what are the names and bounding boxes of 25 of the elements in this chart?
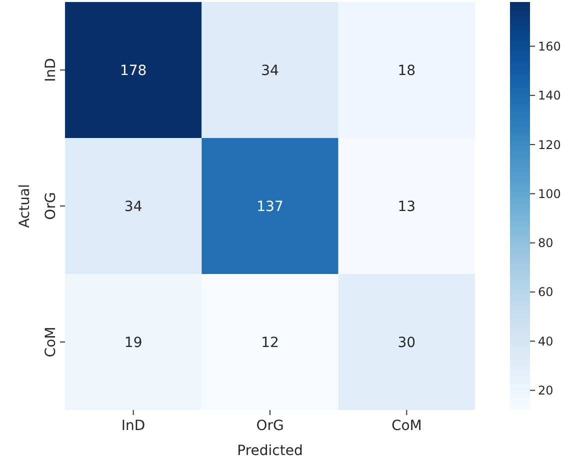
data-label: 30 [398,334,416,351]
color-bar-label: 120 [538,138,561,152]
color-bar-label: 20 [538,384,554,398]
color-bar-label: 140 [538,88,561,103]
color-bar-label: 160 [538,39,561,54]
color-bar-label: 60 [538,285,554,300]
y-tick-label: OrG [43,192,59,220]
color-bar-label: 80 [538,236,554,250]
data-label: 18 [398,62,416,79]
y-tick-label: InD [43,58,59,82]
x-axis-title: Predicted [237,443,303,459]
data-label: 34 [124,198,142,215]
x-tick-label: OrG [256,418,284,434]
data-label: 137 [256,198,284,215]
y-axis-title: Actual [17,184,33,228]
y-tick-label: CoM [43,326,59,358]
color-bar-label: 100 [538,186,561,201]
x-tick-label: CoM [391,418,422,434]
color-bar-label: 40 [538,334,554,348]
x-tick-label: InD [121,418,146,434]
data-label: 13 [398,198,416,215]
data-label: 178 [120,62,147,79]
data-label: 19 [124,334,142,351]
data-label: 34 [261,62,279,79]
data-label: 12 [261,334,279,351]
